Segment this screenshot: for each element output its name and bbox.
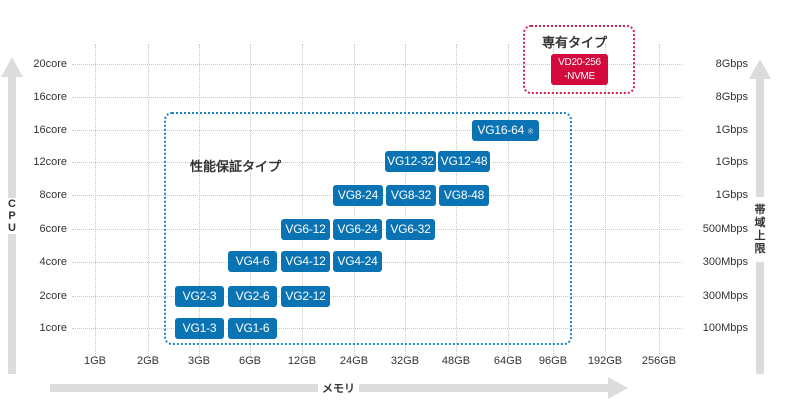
bandwidth-tick: 1Gbps — [686, 155, 748, 169]
bandwidth-tick: 100Mbps — [686, 321, 748, 335]
bandwidth-tick: 300Mbps — [686, 289, 748, 303]
plan-vg8-24[interactable]: VG8-24 — [333, 185, 383, 206]
cpu-axis-label: C P U — [4, 198, 20, 234]
x-tick: 6GB — [238, 355, 261, 367]
plan-vg8-48[interactable]: VG8-48 — [439, 185, 489, 206]
plan-vg1-6[interactable]: VG1-6 — [228, 318, 277, 339]
gridline-v — [199, 44, 200, 356]
gridline-h — [72, 328, 682, 329]
gridline-v — [148, 44, 149, 356]
plan-vg16-64[interactable]: VG16-64 ※ — [472, 120, 539, 141]
x-tick: 1GB — [83, 355, 106, 367]
gridline-v — [659, 44, 660, 356]
x-tick: 192GB — [587, 355, 623, 367]
plan-vg2-12[interactable]: VG2-12 — [281, 286, 330, 307]
gridline-v — [605, 44, 606, 356]
bandwidth-axis-label: 帯 域 上 限 — [752, 204, 768, 256]
y-tick: 16core — [20, 123, 69, 137]
plan-vg2-6[interactable]: VG2-6 — [228, 286, 277, 307]
plan-vg12-32[interactable]: VG12-32 — [385, 151, 436, 172]
x-tick: 2GB — [136, 355, 159, 367]
plan-vg4-12[interactable]: VG4-12 — [281, 251, 330, 272]
y-tick: 8core — [20, 188, 69, 202]
performance-group-frame — [164, 112, 572, 345]
y-tick: 2core — [20, 289, 69, 303]
x-tick: 3GB — [187, 355, 210, 367]
plan-vg8-32[interactable]: VG8-32 — [386, 185, 436, 206]
y-tick: 20core — [20, 57, 69, 71]
note-mark: ※ — [527, 127, 534, 136]
y-tick: 12core — [20, 155, 69, 169]
gridline-v — [95, 44, 96, 356]
plan-vg12-48[interactable]: VG12-48 — [438, 151, 490, 172]
x-tick: 32GB — [390, 355, 420, 367]
bandwidth-tick: 300Mbps — [686, 255, 748, 269]
plan-vg1-3[interactable]: VG1-3 — [175, 318, 224, 339]
performance-group-title: 性能保証タイプ — [190, 159, 282, 174]
arrow-up-icon — [749, 59, 771, 79]
y-tick: 6core — [20, 222, 69, 236]
memory-axis-label: メモリ — [318, 380, 359, 396]
y-tick: 4core — [20, 255, 69, 269]
plan-vg6-12[interactable]: VG6-12 — [281, 219, 330, 240]
gridline-h — [72, 162, 682, 163]
x-tick: 24GB — [339, 355, 369, 367]
dedicated-group-frame — [523, 25, 635, 94]
arrow-up-icon — [1, 57, 23, 77]
bandwidth-tick: 8Gbps — [686, 90, 748, 104]
gridline-h — [72, 130, 682, 131]
y-tick: 1core — [20, 321, 69, 335]
arrow-right-icon — [608, 377, 628, 399]
bandwidth-tick: 500Mbps — [686, 222, 748, 236]
gridline-h — [72, 64, 682, 65]
plan-vg2-3[interactable]: VG2-3 — [175, 286, 224, 307]
y-tick: 16core — [20, 90, 69, 104]
gridline-v — [302, 44, 303, 356]
dedicated-group-title: 専有タイプ — [542, 35, 608, 50]
plan-vg4-24[interactable]: VG4-24 — [333, 251, 382, 272]
plan-vg6-24[interactable]: VG6-24 — [333, 219, 382, 240]
plan-vd20-256-nvme[interactable]: VD20-256 -NVME — [551, 54, 608, 85]
gridline-v — [508, 44, 509, 356]
bandwidth-tick: 1Gbps — [686, 123, 748, 137]
bandwidth-tick: 1Gbps — [686, 188, 748, 202]
gridline-v — [553, 44, 554, 356]
gridline-h — [72, 296, 682, 297]
x-tick: 12GB — [287, 355, 317, 367]
x-tick: 64GB — [493, 355, 523, 367]
plan-vg4-6[interactable]: VG4-6 — [228, 251, 277, 272]
x-tick: 256GB — [641, 355, 677, 367]
gridline-h — [72, 97, 682, 98]
plan-vg6-32[interactable]: VG6-32 — [386, 219, 435, 240]
bandwidth-axis-bar-top — [756, 79, 764, 197]
bandwidth-tick: 8Gbps — [686, 57, 748, 71]
x-tick: 48GB — [441, 355, 471, 367]
gridline-v — [250, 44, 251, 356]
x-tick: 96GB — [538, 355, 568, 367]
bandwidth-axis-bar-bottom — [756, 262, 764, 374]
